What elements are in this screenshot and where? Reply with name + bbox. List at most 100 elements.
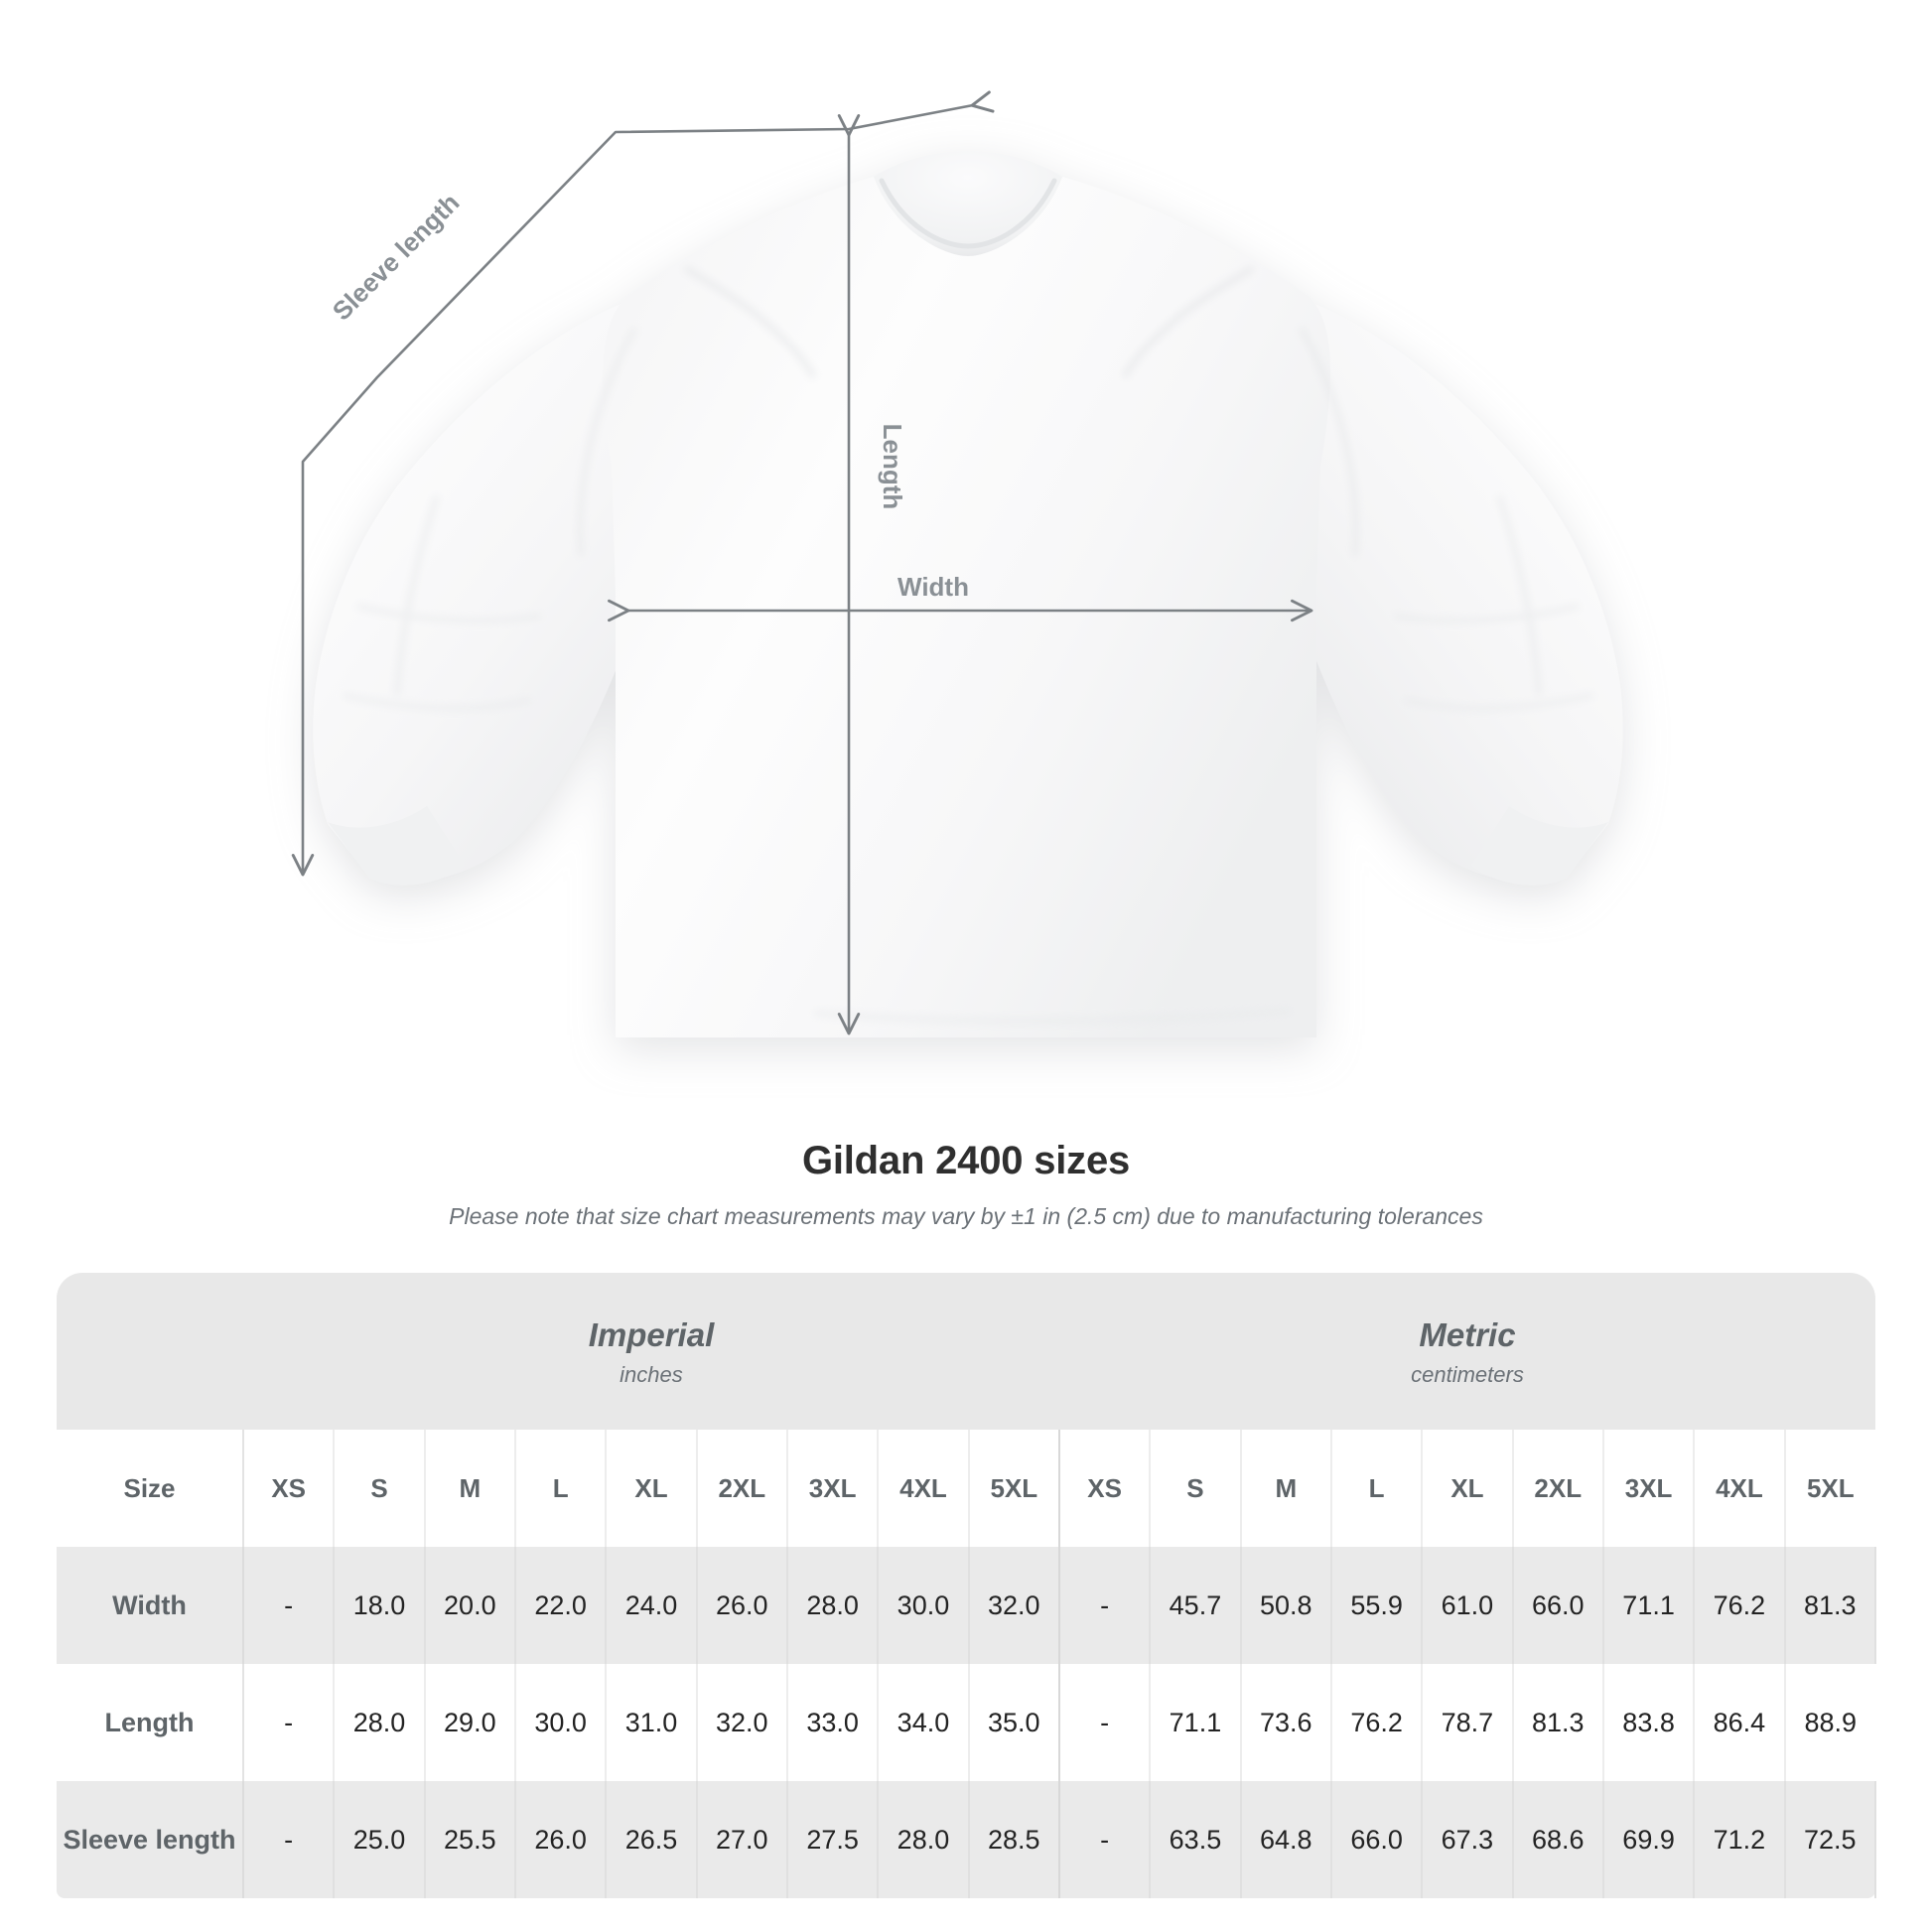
table-cell: 22.0 [514, 1547, 608, 1664]
table-cell: 50.8 [1240, 1547, 1332, 1664]
table-cell: 68.6 [1512, 1781, 1604, 1898]
garment-diagram: Sleeve length Length Width [291, 90, 1623, 1037]
unit-name: Imperial [588, 1315, 715, 1353]
table-cell: 26.0 [514, 1781, 608, 1898]
table-cell: 35.0 [968, 1664, 1060, 1781]
table-cell: 76.2 [1694, 1547, 1786, 1664]
table-cell: 29.0 [424, 1664, 516, 1781]
table-cell: 31.0 [606, 1664, 698, 1781]
size-header-xl: XL [1422, 1430, 1514, 1547]
size-header-xl: XL [606, 1430, 698, 1547]
size-header-3xl: 3XL [786, 1430, 880, 1547]
row-label-length: Length [57, 1664, 244, 1781]
table-cell: 78.7 [1422, 1664, 1514, 1781]
width-label: Width [897, 572, 969, 602]
table-cell: 32.0 [696, 1664, 788, 1781]
table-cell: 81.3 [1784, 1547, 1877, 1664]
table-cell: 27.5 [786, 1781, 880, 1898]
length-label: Length [878, 424, 907, 510]
table-row: Sleeve length -25.0 25.5 26.0 26.5 27.0 27.5 28… [57, 1781, 1877, 1898]
table-cell: 30.0 [878, 1547, 970, 1664]
table-cell: 28.0 [878, 1781, 970, 1898]
sleeve-length-label: Sleeve length [327, 188, 466, 327]
table-cell: 18.0 [334, 1547, 426, 1664]
size-column-label: Size [57, 1430, 244, 1547]
table-cell: 55.9 [1330, 1547, 1424, 1664]
size-header-m: M [1240, 1430, 1332, 1547]
table-cell: 72.5 [1784, 1781, 1877, 1898]
size-header-2xl: 2XL [696, 1430, 788, 1547]
table-cell: 45.7 [1150, 1547, 1242, 1664]
table-cell: 24.0 [606, 1547, 698, 1664]
garment-illustration: Sleeve length Length Width [291, 90, 1623, 1037]
table-cell: - [1058, 1547, 1152, 1664]
table-cell: 63.5 [1150, 1781, 1242, 1898]
row-label-sleeve-length: Sleeve length [57, 1781, 244, 1898]
table-cell: 26.5 [606, 1781, 698, 1898]
size-header-2xl: 2XL [1512, 1430, 1604, 1547]
table-cell: - [1058, 1664, 1152, 1781]
table-cell: 81.3 [1512, 1664, 1604, 1781]
table-cell: 73.6 [1240, 1664, 1332, 1781]
table-cell: 67.3 [1422, 1781, 1514, 1898]
table-cell: 64.8 [1240, 1781, 1332, 1898]
table-cell: 88.9 [1784, 1664, 1875, 1781]
size-header-5xl: 5XL [1784, 1430, 1875, 1547]
unit-name: Metric [1419, 1315, 1516, 1353]
table-cell: 71.1 [1602, 1547, 1696, 1664]
table-cell: 61.0 [1422, 1547, 1514, 1664]
size-header-m: M [424, 1430, 516, 1547]
table-cell: 66.0 [1330, 1781, 1424, 1898]
page-subtitle: Please note that size chart measurements… [449, 1203, 1483, 1229]
size-header-3xl: 3XL [1602, 1430, 1696, 1547]
measurement-lines [291, 90, 1313, 1035]
table-cell: 28.5 [968, 1781, 1060, 1898]
table-cell: 28.0 [786, 1547, 880, 1664]
table-cell: 71.1 [1150, 1664, 1242, 1781]
table-cell: 27.0 [696, 1781, 788, 1898]
table-cell: 20.0 [424, 1547, 516, 1664]
unit-subtitle: centimeters [1411, 1361, 1524, 1387]
size-header-s: S [334, 1430, 426, 1547]
size-header-l: L [1330, 1430, 1424, 1547]
row-label-width: Width [57, 1547, 244, 1664]
table-cell: 86.4 [1694, 1664, 1786, 1781]
table-cell: - [243, 1547, 336, 1664]
table-cell: 25.5 [424, 1781, 516, 1898]
table-cell: 83.8 [1602, 1664, 1696, 1781]
table-cell: - [243, 1664, 336, 1781]
size-header-l: L [514, 1430, 608, 1547]
page-title: Gildan 2400 sizes [801, 1139, 1131, 1182]
table-cell: 32.0 [968, 1547, 1060, 1664]
table-cell: - [243, 1781, 336, 1898]
table-cell: 30.0 [514, 1664, 608, 1781]
size-table-container: Imperial inches Metric centimeters Size XS S M L… [57, 1273, 1877, 1898]
unit-header-spacer [57, 1273, 243, 1430]
table-cell: 76.2 [1330, 1664, 1424, 1781]
size-header-5xl: 5XL [968, 1430, 1060, 1547]
size-header-4xl: 4XL [1694, 1430, 1786, 1547]
unit-header-imperial: Imperial inches [243, 1273, 1059, 1430]
table-cell: 66.0 [1512, 1547, 1604, 1664]
table-row: Width -18.0 20.0 22.0 24.0 26.0 28.0 30.0 32.0-4… [57, 1547, 1877, 1664]
size-header-s: S [1150, 1430, 1242, 1547]
sleeve-length-line [291, 90, 995, 877]
size-header-row: Size XS S M L XL 2XL 3XL 4XL 5XL XS S M L XL 2XL 3XL 4XL 5… [57, 1430, 1875, 1547]
table-cell: 69.9 [1602, 1781, 1696, 1898]
table-cell: - [1058, 1781, 1152, 1898]
unit-subtitle: inches [620, 1361, 683, 1387]
size-header-4xl: 4XL [878, 1430, 970, 1547]
table-cell: 33.0 [786, 1664, 880, 1781]
size-table: Imperial inches Metric centimeters Size XS S M L… [57, 1273, 1877, 1898]
table-cell: 71.2 [1694, 1781, 1786, 1898]
size-header-xs: XS [1058, 1430, 1152, 1547]
table-cell: 34.0 [878, 1664, 970, 1781]
size-header-xs: XS [243, 1430, 336, 1547]
unit-header-metric: Metric centimeters [1058, 1273, 1875, 1430]
table-cell: 28.0 [334, 1664, 426, 1781]
title-block: Gildan 2400 sizes Please note that size … [0, 1137, 1932, 1232]
table-cell: 26.0 [696, 1547, 788, 1664]
unit-header-row: Imperial inches Metric centimeters [57, 1273, 1875, 1430]
table-cell: 25.0 [334, 1781, 426, 1898]
